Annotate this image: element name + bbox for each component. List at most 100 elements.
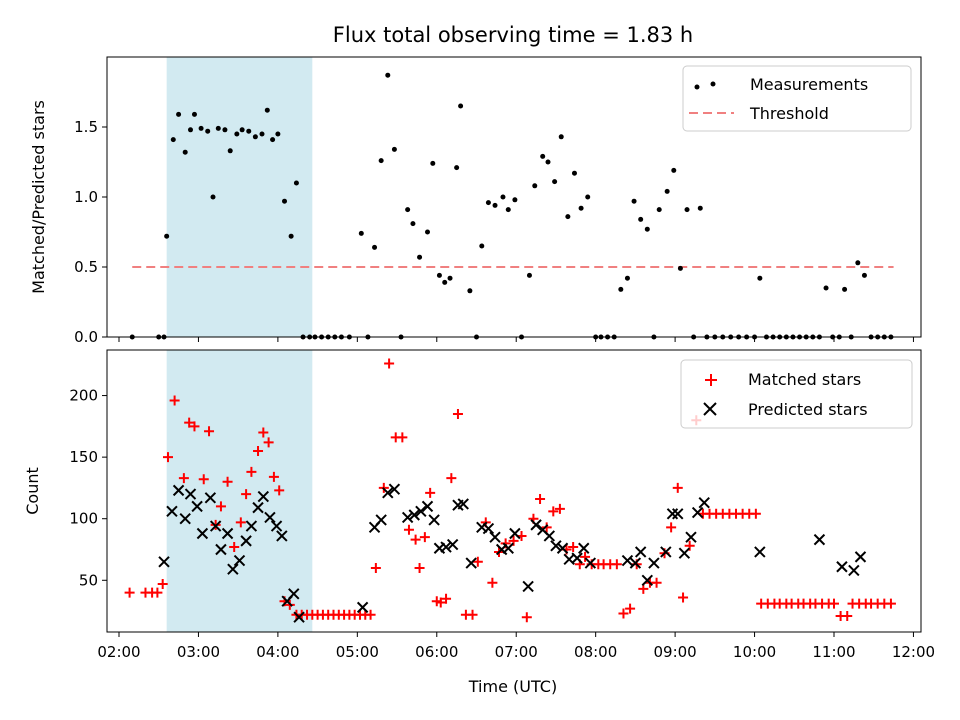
predicted-star-point (440, 541, 452, 553)
predicted-star-point (158, 556, 170, 568)
measurement-point (205, 128, 211, 134)
top-y-tick-label: 0.0 (74, 328, 98, 346)
matched-star-point (828, 598, 839, 609)
predicted-star-point (556, 542, 569, 554)
matched-star-point (162, 452, 173, 463)
x-tick-label: 03:00 (177, 643, 220, 661)
measurement-point (417, 254, 423, 260)
measurement-point (210, 194, 216, 200)
measurement-point (638, 216, 644, 222)
measurement-point (447, 275, 453, 281)
measurement-point (270, 137, 276, 143)
predicted-star-point (482, 522, 495, 535)
measurement-point (378, 158, 384, 164)
predicted-star-point (634, 546, 647, 558)
predicted-star-point (571, 552, 583, 564)
matched-star-point (678, 592, 689, 603)
measurement-point (222, 127, 228, 133)
matched-star-point (535, 494, 546, 505)
predicted-star-point (678, 547, 691, 559)
matched-star-point (885, 598, 896, 609)
measurement-point (671, 167, 677, 173)
top-y-tick-label: 1.5 (74, 118, 98, 136)
bottom-legend-box (680, 359, 913, 429)
predicted-star-point (813, 533, 826, 546)
legend-measurements-label: Measurements (750, 75, 868, 94)
matched-star-point (274, 485, 285, 496)
measurement-point (855, 260, 861, 266)
matched-star-point (425, 487, 436, 498)
predicted-star-point (457, 498, 469, 510)
measurement-point (239, 127, 245, 133)
top-y-ticks: 0.0 0.5 1.0 1.5 (74, 118, 107, 346)
matched-star-point (419, 532, 430, 543)
predicted-star-point (629, 557, 642, 569)
predicted-star-point (264, 511, 276, 524)
bottom-y-tick-label: 100 (69, 510, 98, 528)
predicted-star-point (293, 611, 305, 623)
matched-star-point (472, 556, 483, 567)
measurement-point (656, 207, 662, 213)
matched-star-point (178, 473, 189, 484)
measurement-point (170, 137, 176, 143)
matched-star-point (568, 542, 579, 553)
matched-star-point (651, 577, 662, 588)
matched-star-point (370, 562, 381, 573)
predicted-star-point (543, 530, 556, 542)
predicted-star-point (257, 490, 270, 503)
measurement-point (391, 146, 397, 152)
predicted-star-point (288, 588, 300, 600)
top-panel: 0.0 0.5 1.0 1.5 Matched/Predicted stars Mea… (29, 56, 922, 346)
x-tick-label: 07:00 (495, 643, 538, 661)
measurement-point (512, 197, 518, 203)
matched-star-point (414, 562, 425, 573)
measurement-point (293, 180, 299, 186)
measurement-point (275, 131, 281, 137)
top-legend: Measurements Threshold (682, 65, 912, 132)
measurement-point (252, 134, 258, 140)
x-tick-label: 06:00 (415, 643, 458, 661)
legend-threshold-label: Threshold (749, 104, 829, 123)
predicted-star-point (356, 601, 369, 614)
predicted-star-point (530, 519, 542, 531)
predicted-star-point (252, 501, 264, 514)
measurement-point (442, 279, 448, 285)
measurement-point (500, 194, 506, 200)
x-tick-label: 12:00 (892, 643, 935, 661)
measurement-point (467, 288, 473, 294)
matched-star-point (229, 542, 240, 553)
predicted-star-point (698, 496, 710, 509)
matched-star-point (435, 597, 446, 608)
bottom-panel: 50 100 150 200 02:00 03:00 04:00 05:00 06:00 07:… (23, 349, 935, 696)
predicted-star-point (375, 514, 387, 526)
bottom-x-ticks: 02:00 03:00 04:00 05:00 06:00 07:00 08:00 09:00… (97, 632, 935, 661)
bottom-y-axis-label: Count (23, 467, 42, 515)
matched-star-point (253, 445, 264, 456)
measurement-point (176, 111, 182, 117)
predicted-star-point (204, 492, 217, 504)
matched-star-point (204, 426, 215, 437)
matched-star-point (403, 524, 414, 535)
predicted-star-point (848, 564, 860, 577)
measurement-point (842, 286, 848, 292)
matched-star-point (198, 474, 209, 485)
predicted-star-point (578, 542, 590, 554)
predicted-star-point (672, 508, 684, 520)
matched-star-point (184, 417, 195, 428)
matched-star-point (487, 577, 498, 588)
measurement-point (385, 72, 391, 78)
predicted-star-point (191, 500, 203, 513)
bottom-legend: Matched stars Predicted stars (680, 359, 913, 429)
x-tick-label: 05:00 (336, 643, 379, 661)
x-tick-label: 02:00 (97, 643, 140, 661)
measurement-point (246, 128, 252, 134)
measurement-point (215, 125, 221, 131)
measurement-point (430, 160, 436, 166)
predicted-star-point (685, 531, 697, 543)
bottom-y-ticks: 50 100 150 200 (69, 387, 107, 589)
matched-star-point (625, 603, 636, 614)
predicted-star-point (522, 580, 534, 593)
predicted-star-point (240, 535, 252, 547)
measurement-point (631, 198, 637, 204)
